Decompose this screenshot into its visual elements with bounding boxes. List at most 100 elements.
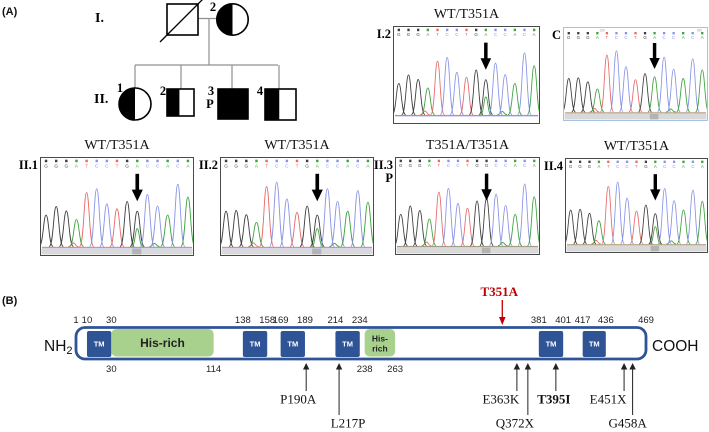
n-terminus-label: NH2 — [44, 338, 73, 357]
pedigree-diagram: I. II. 2 1 2 3P 4 — [94, 0, 297, 121]
svg-text:G: G — [234, 163, 238, 169]
svg-text:T: T — [438, 163, 441, 168]
svg-text:T: T — [116, 163, 119, 169]
svg-text:G: G — [305, 163, 309, 169]
svg-text:TM: TM — [94, 340, 105, 349]
svg-text:A: A — [653, 35, 656, 40]
svg-text:His-rich: His-rich — [140, 336, 185, 350]
trace-position-label: 230 — [600, 28, 605, 32]
svg-text:A: A — [533, 32, 537, 37]
svg-text:C: C — [616, 164, 620, 169]
svg-text:L217P: L217P — [331, 416, 366, 431]
svg-text:G: G — [44, 163, 48, 169]
svg-text:A: A — [316, 163, 320, 169]
svg-text:G: G — [399, 163, 403, 168]
chromatogram-id-label: II.2 — [198, 158, 218, 172]
variant-arrow-icon — [650, 174, 661, 201]
svg-text:A: A — [596, 35, 599, 40]
svg-text:TM: TM — [250, 340, 261, 349]
residue-tick-bottom: 114 — [206, 364, 221, 375]
svg-text:C: C — [673, 164, 677, 169]
variant-t351a: T351A — [481, 284, 519, 325]
residue-tick-top: 381 — [531, 315, 547, 326]
protein-backbone — [74, 326, 648, 361]
pedigree-symbol-II.1: 1 — [117, 81, 152, 121]
chromatogram-id-label: II.4 — [543, 159, 563, 173]
svg-text:A: A — [366, 163, 370, 169]
mutation-P190A: P190A — [280, 363, 317, 407]
svg-text:G: G — [245, 163, 249, 169]
svg-text:T395I: T395I — [537, 392, 570, 407]
baseline-strip — [221, 248, 373, 255]
svg-text:C: C — [624, 35, 628, 40]
svg-text:G: G — [397, 32, 401, 37]
svg-text:A: A — [533, 163, 537, 168]
svg-text:C: C — [336, 163, 340, 169]
mutation-E451X: E451X — [590, 363, 628, 407]
chromatogram-id-label: C — [551, 28, 561, 42]
residue-tick-top: 234 — [352, 315, 368, 326]
svg-text:G: G — [407, 32, 411, 37]
residue-tick-top: 138 — [235, 315, 251, 326]
svg-text:A: A — [654, 164, 657, 169]
residue-tick-top: 469 — [638, 315, 654, 326]
svg-text:TM: TM — [589, 340, 600, 349]
svg-text:A: A — [682, 35, 685, 40]
genotype-label: WT/T351A — [84, 138, 150, 153]
residue-tick-bottom: 238 — [357, 364, 373, 375]
residue-tick-bottom: 263 — [387, 364, 403, 375]
svg-text:G: G — [125, 163, 129, 169]
svg-text:G: G — [644, 164, 648, 169]
residue-tick-top: 214 — [327, 315, 343, 326]
mutation-E363K: E363K — [482, 363, 521, 407]
genotype-label: WT/T351A — [603, 139, 670, 154]
residue-tick-top: 158 — [259, 315, 275, 326]
proband-mark: P — [385, 171, 393, 185]
svg-text:G: G — [577, 35, 581, 40]
svg-text:TM: TM — [287, 340, 298, 349]
individual-number: 2 — [210, 0, 216, 14]
svg-text:C: C — [285, 163, 289, 169]
svg-text:A: A — [701, 35, 704, 40]
chromatogram-id-label: II.3 — [373, 158, 393, 172]
svg-text:P190A: P190A — [280, 392, 317, 407]
svg-text:C: C — [504, 163, 508, 168]
trace-peaks — [394, 52, 539, 117]
svg-text:A: A — [428, 163, 432, 168]
mutation-Q372X: Q372X — [496, 363, 535, 431]
svg-text:C: C — [663, 35, 667, 40]
svg-text:C: C — [275, 163, 279, 169]
residue-tick-top: 417 — [575, 315, 591, 326]
svg-text:G: G — [475, 163, 479, 168]
pedigree-symbol-II.2: 2 — [160, 84, 195, 117]
svg-text:A: A — [255, 163, 259, 169]
deceased-slash-icon — [159, 0, 203, 43]
svg-text:C: C — [105, 163, 109, 169]
tm-domain: TM — [335, 331, 360, 357]
trace-peaks — [41, 183, 193, 249]
svg-text:T: T — [465, 32, 468, 37]
svg-text:TM: TM — [342, 340, 353, 349]
pedigree-symbol-I.1 — [159, 0, 203, 43]
tm-domain: TM — [280, 331, 305, 357]
variant-arrow-icon — [131, 173, 143, 202]
svg-text:T: T — [85, 163, 88, 169]
panel-b-label: (B) — [2, 295, 18, 307]
svg-text:G: G — [418, 163, 422, 168]
chromatogram-panel: WT/T351A I.2 G G G A T C C T G A C C A C A C G G G A T C C T G A C C A… — [19, 7, 708, 256]
mutation-G458A: G458A — [608, 363, 647, 431]
svg-text:C: C — [176, 163, 180, 169]
svg-text:G: G — [416, 32, 420, 37]
svg-text:A: A — [426, 32, 430, 37]
svg-text:T: T — [606, 35, 609, 40]
svg-text:C: C — [446, 32, 450, 37]
pedigree-symbol-II.3: 3P — [206, 84, 249, 120]
